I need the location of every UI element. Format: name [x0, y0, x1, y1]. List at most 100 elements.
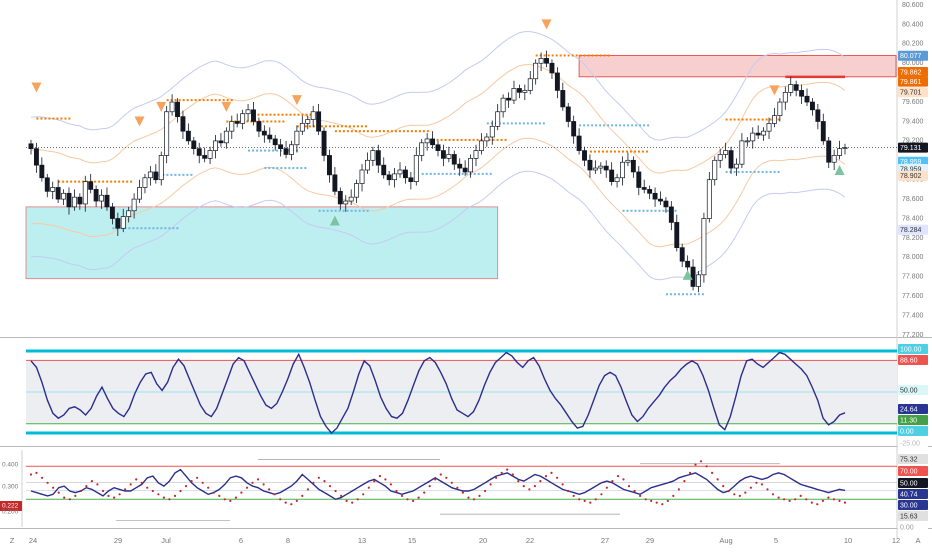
- candle-body[interactable]: [516, 88, 522, 93]
- candle-body[interactable]: [809, 101, 815, 111]
- candle-body[interactable]: [652, 192, 658, 200]
- candle-body[interactable]: [739, 140, 745, 165]
- candle-body[interactable]: [223, 130, 229, 144]
- candle-body[interactable]: [468, 158, 474, 173]
- candle-body[interactable]: [332, 174, 338, 192]
- candle-body[interactable]: [213, 140, 218, 151]
- candle-body[interactable]: [82, 181, 88, 205]
- candle-body[interactable]: [820, 121, 826, 142]
- candle-body[interactable]: [120, 216, 126, 229]
- candle-body[interactable]: [815, 109, 821, 122]
- candle-body[interactable]: [375, 150, 381, 166]
- candle-body[interactable]: [782, 92, 788, 103]
- candle-body[interactable]: [109, 206, 115, 219]
- candle-body[interactable]: [354, 183, 360, 198]
- candle-body[interactable]: [804, 95, 810, 103]
- candle-body[interactable]: [321, 130, 327, 156]
- candle-body[interactable]: [717, 154, 723, 161]
- candle-body[interactable]: [842, 147, 848, 150]
- candle-body[interactable]: [506, 97, 511, 101]
- candle-body[interactable]: [158, 155, 164, 181]
- candle-body[interactable]: [571, 121, 577, 137]
- candle-body[interactable]: [712, 159, 718, 181]
- candle-body[interactable]: [397, 169, 403, 175]
- candle-body[interactable]: [484, 136, 490, 142]
- candle-body[interactable]: [744, 140, 750, 143]
- candle-body[interactable]: [229, 121, 235, 132]
- candle-body[interactable]: [766, 123, 772, 132]
- candle-body[interactable]: [440, 150, 446, 159]
- candle-body[interactable]: [99, 194, 104, 202]
- candle-body[interactable]: [750, 132, 756, 142]
- candle-body[interactable]: [202, 155, 208, 159]
- candle-body[interactable]: [603, 165, 609, 171]
- candle-body[interactable]: [419, 142, 425, 156]
- candle-body[interactable]: [240, 113, 246, 124]
- candle-body[interactable]: [424, 138, 430, 144]
- candle-body[interactable]: [489, 125, 495, 138]
- candle-body[interactable]: [251, 109, 256, 122]
- candle-body[interactable]: [636, 171, 642, 188]
- candle-body[interactable]: [533, 62, 539, 80]
- candle-body[interactable]: [592, 167, 598, 171]
- candle-body[interactable]: [348, 196, 354, 202]
- demand-zone[interactable]: [25, 206, 499, 280]
- candle-body[interactable]: [386, 174, 392, 181]
- candle-body[interactable]: [473, 150, 479, 159]
- candle-body[interactable]: [565, 106, 571, 122]
- sell-signal-marker[interactable]: [541, 19, 552, 30]
- sell-signal-marker[interactable]: [156, 101, 167, 112]
- sell-signal-marker[interactable]: [134, 116, 145, 127]
- candle-body[interactable]: [446, 154, 452, 159]
- candle-body[interactable]: [294, 130, 300, 146]
- candle-body[interactable]: [147, 171, 153, 179]
- candle-body[interactable]: [337, 191, 343, 205]
- candle-body[interactable]: [71, 196, 77, 208]
- candle-body[interactable]: [267, 134, 273, 140]
- candle-body[interactable]: [142, 177, 148, 188]
- candle-body[interactable]: [478, 140, 484, 151]
- candle-body[interactable]: [413, 155, 419, 182]
- candle-body[interactable]: [256, 121, 262, 132]
- candle-body[interactable]: [365, 159, 370, 171]
- candle-body[interactable]: [93, 189, 99, 202]
- candle-body[interactable]: [582, 150, 587, 161]
- candle-body[interactable]: [430, 138, 436, 146]
- buy-signal-marker[interactable]: [834, 165, 845, 175]
- sell-signal-marker[interactable]: [221, 101, 232, 112]
- buy-signal-marker[interactable]: [682, 269, 693, 280]
- candle-body[interactable]: [261, 130, 267, 136]
- candle-body[interactable]: [77, 196, 83, 205]
- candle-body[interactable]: [61, 192, 67, 200]
- candle-body[interactable]: [55, 187, 61, 200]
- buy-signal-marker[interactable]: [329, 215, 340, 226]
- candle-body[interactable]: [39, 164, 45, 179]
- candle-body[interactable]: [674, 222, 680, 248]
- candle-body[interactable]: [728, 150, 734, 169]
- candle-body[interactable]: [620, 161, 625, 179]
- candle-body[interactable]: [609, 169, 615, 182]
- candle-body[interactable]: [641, 187, 647, 190]
- candle-body[interactable]: [701, 218, 707, 276]
- candle-body[interactable]: [196, 148, 202, 156]
- sell-signal-marker[interactable]: [291, 95, 302, 106]
- candle-body[interactable]: [679, 247, 685, 262]
- candle-body[interactable]: [207, 150, 213, 159]
- candle-body[interactable]: [451, 154, 457, 165]
- candle-body[interactable]: [511, 88, 517, 101]
- candle-body[interactable]: [185, 130, 191, 142]
- candle-body[interactable]: [191, 140, 197, 149]
- candle-body[interactable]: [245, 109, 251, 115]
- candle-body[interactable]: [305, 119, 311, 124]
- candle-body[interactable]: [658, 198, 663, 202]
- osc2-main-line[interactable]: [30, 468, 846, 501]
- candle-body[interactable]: [278, 144, 284, 149]
- candle-body[interactable]: [723, 150, 729, 155]
- candle-body[interactable]: [234, 121, 240, 124]
- candle-body[interactable]: [500, 97, 506, 113]
- candle-body[interactable]: [164, 111, 170, 156]
- candle-body[interactable]: [685, 260, 691, 268]
- candle-body[interactable]: [598, 165, 604, 169]
- candle-body[interactable]: [554, 72, 560, 91]
- candle-body[interactable]: [175, 101, 180, 117]
